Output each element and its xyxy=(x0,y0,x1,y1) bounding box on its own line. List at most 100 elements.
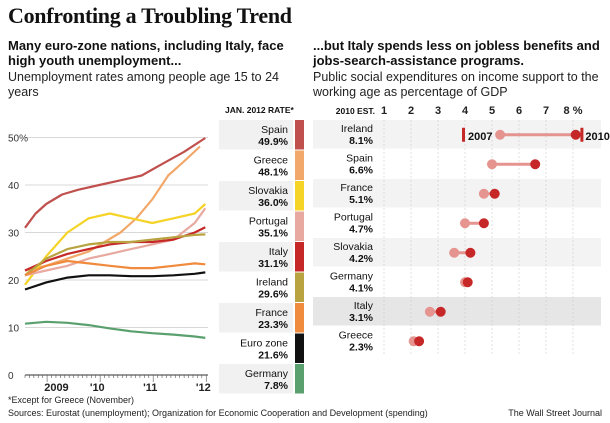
x-tick-label: '12 xyxy=(196,382,211,394)
x-tick-label: 7 xyxy=(543,105,549,117)
legend-swatch-france xyxy=(295,303,304,333)
dot-2010-italy xyxy=(435,306,446,317)
rate-row-bg xyxy=(219,181,293,211)
right-subtitle: ...but Italy spends less on jobless bene… xyxy=(313,38,600,68)
dot-2010-germany xyxy=(462,277,473,288)
spend-value-ireland: 8.1% xyxy=(349,135,374,147)
rate-row-bg xyxy=(219,364,293,394)
legend-swatch-ireland xyxy=(295,272,304,302)
y-tick-label: 10 xyxy=(8,324,20,335)
rate-country-france: France xyxy=(255,307,288,319)
rate-value-spain: 49.9% xyxy=(258,136,288,148)
dot-2010-spain xyxy=(530,159,541,170)
series-line-spain xyxy=(24,137,206,229)
spend-value-spain: 6.6% xyxy=(349,165,374,177)
rate-value-portugal: 35.1% xyxy=(258,228,288,240)
row-bg-greece xyxy=(313,326,601,355)
rate-value-france: 23.3% xyxy=(258,319,288,331)
legend-swatch-spain xyxy=(295,120,304,150)
dot-2007-portugal xyxy=(460,218,470,229)
rate-row-bg xyxy=(219,150,293,180)
rate-country-euro-zone: Euro zone xyxy=(240,338,288,350)
rate-row-bg xyxy=(219,242,293,272)
dot-2007-ireland xyxy=(495,129,506,140)
x-tick-label: 5 xyxy=(489,105,495,117)
legend-marker-2007 xyxy=(462,127,465,142)
rate-column-header: JAN. 2012 RATE* xyxy=(225,105,295,115)
legend-label-2010: 2010 xyxy=(585,131,609,143)
dot-2007-slovakia xyxy=(449,247,460,258)
sources-note: Sources: Eurostat (unemployment); Organi… xyxy=(8,408,428,418)
rate-row-bg xyxy=(219,303,293,333)
rate-value-greece: 48.1% xyxy=(258,167,288,179)
rate-value-italy: 31.1% xyxy=(258,258,288,270)
rate-row-bg xyxy=(219,120,293,150)
dot-2007-spain xyxy=(487,159,497,170)
left-subtitle: Many euro-zone nations, including Italy,… xyxy=(8,38,284,68)
rate-country-spain: Spain xyxy=(261,124,288,136)
x-tick-label: 8 % xyxy=(564,105,583,117)
row-bg-italy xyxy=(313,297,601,326)
legend-swatch-italy xyxy=(295,242,304,272)
spend-country-spain: Spain xyxy=(346,153,373,165)
spend-value-greece: 2.3% xyxy=(349,342,374,354)
rate-country-slovakia: Slovakia xyxy=(248,185,288,197)
y-tick-label: 30 xyxy=(8,229,20,240)
y-tick-label: 40 xyxy=(8,181,20,192)
legend-swatch-euro-zone xyxy=(295,333,304,363)
rate-country-italy: Italy xyxy=(269,246,289,258)
x-tick-label: 1 xyxy=(381,105,387,117)
legend-swatch-portugal xyxy=(295,211,304,241)
rate-value-euro-zone: 21.6% xyxy=(258,350,288,362)
rate-country-germany: Germany xyxy=(245,368,289,380)
series-line-germany xyxy=(24,320,206,339)
legend-swatch-germany xyxy=(295,364,304,394)
series-line-france xyxy=(24,259,206,277)
unemployment-line-chart: 0 10 20 30 40 50% 2009 '10 '11 '12 xyxy=(8,134,211,395)
series-line-portugal xyxy=(24,207,207,277)
x-tick-label: 6 xyxy=(516,105,522,117)
credit-line: The Wall Street Journal xyxy=(508,408,602,418)
spend-country-france: France xyxy=(340,182,373,194)
rate-row-bg xyxy=(219,333,293,363)
rate-value-ireland: 29.6% xyxy=(258,289,288,301)
row-bg-portugal xyxy=(313,208,601,237)
x-tick-label: 2 xyxy=(408,105,414,117)
dot-2007-france xyxy=(478,188,489,199)
dot-2010-portugal xyxy=(478,218,489,229)
right-description: Public social expenditures on income sup… xyxy=(313,70,599,99)
rate-value-slovakia: 36.0% xyxy=(258,197,288,209)
row-bg-spain xyxy=(313,149,601,178)
spend-value-germany: 4.1% xyxy=(349,283,374,295)
legend-swatch-slovakia xyxy=(295,181,304,211)
series-line-greece xyxy=(24,145,201,272)
x-tick-label: 2009 xyxy=(44,382,68,394)
series-line-slovakia xyxy=(24,203,207,286)
spend-country-greece: Greece xyxy=(339,330,374,342)
footnote: *Except for Greece (November) xyxy=(8,395,135,405)
spend-value-slovakia: 4.2% xyxy=(349,253,374,265)
spend-country-italy: Italy xyxy=(354,300,374,312)
spend-value-italy: 3.1% xyxy=(349,312,374,324)
x-tick-label: '10 xyxy=(90,382,105,394)
legend-label-2007: 2007 xyxy=(468,131,492,143)
rate-country-ireland: Ireland xyxy=(256,277,288,289)
rate-country-portugal: Portugal xyxy=(249,216,288,228)
dot-2010-greece xyxy=(414,336,425,347)
left-description: Unemployment rates among people age 15 t… xyxy=(8,70,280,99)
spend-value-france: 5.1% xyxy=(349,194,374,206)
row-bg-france xyxy=(313,179,601,208)
row-bg-germany xyxy=(313,267,601,296)
rate-value-germany: 7.8% xyxy=(264,380,289,392)
x-tick-label: 3 xyxy=(435,105,441,117)
y-tick-label: 0 xyxy=(8,371,14,382)
y-tick-label: 50% xyxy=(8,134,28,145)
spend-value-portugal: 4.7% xyxy=(349,224,374,236)
dot-2010-ireland xyxy=(570,129,581,140)
dot-2010-slovakia xyxy=(465,247,476,258)
series-line-ireland xyxy=(24,233,206,277)
rate-row-bg xyxy=(219,272,293,302)
legend-swatch-greece xyxy=(295,150,304,180)
rate-row-bg xyxy=(219,211,293,241)
